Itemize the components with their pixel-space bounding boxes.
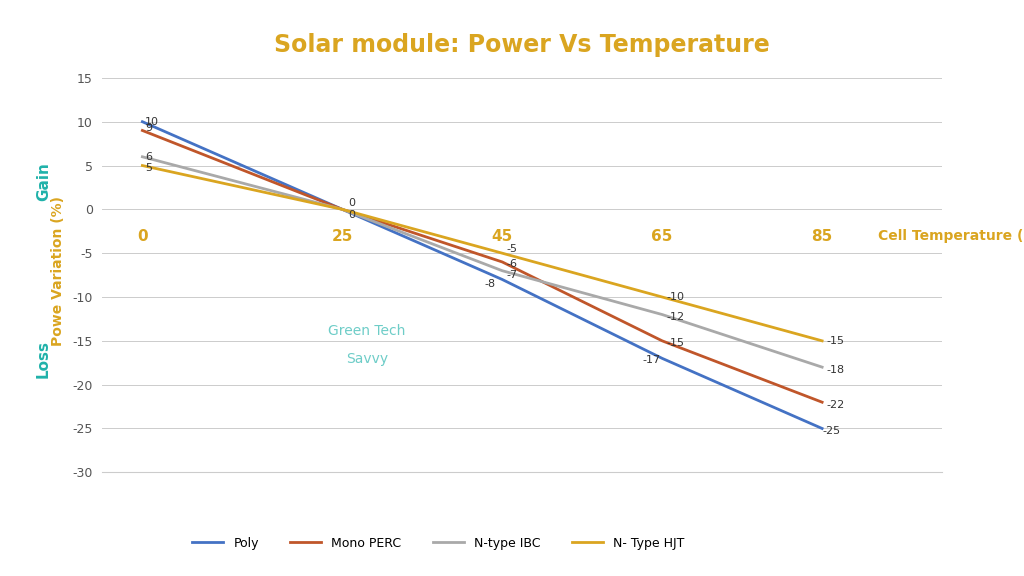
Line: N- Type HJT: N- Type HJT (142, 165, 822, 341)
N- Type HJT (816, 338, 828, 344)
Text: Savvy: Savvy (346, 353, 388, 366)
Text: 25: 25 (332, 229, 353, 244)
Text: 45: 45 (492, 229, 513, 244)
Line: Mono PERC: Mono PERC (142, 131, 822, 402)
Mono PERC (496, 259, 508, 266)
Text: -8: -8 (484, 279, 496, 289)
Mono PERC (336, 206, 348, 213)
N- Type HJT (336, 206, 348, 213)
Text: -7: -7 (506, 270, 517, 280)
Mono PERC (816, 399, 828, 406)
Poly (816, 425, 828, 432)
Mono PERC (656, 338, 669, 344)
Text: -25: -25 (822, 426, 841, 436)
Text: 65: 65 (651, 229, 673, 244)
Text: 9: 9 (144, 123, 152, 133)
Legend: Poly, Mono PERC, N-type IBC, N- Type HJT: Poly, Mono PERC, N-type IBC, N- Type HJT (187, 532, 689, 555)
Text: 0: 0 (349, 210, 355, 221)
Poly (136, 118, 148, 125)
Text: -22: -22 (826, 400, 845, 410)
N-type IBC (816, 363, 828, 370)
Poly (496, 276, 508, 283)
N-type IBC (656, 311, 669, 318)
Text: 5: 5 (144, 163, 152, 173)
N- Type HJT (496, 250, 508, 257)
Line: N-type IBC: N-type IBC (142, 157, 822, 367)
Poly (336, 206, 348, 213)
Text: 85: 85 (811, 229, 833, 244)
Text: 10: 10 (144, 117, 159, 127)
Text: Green Tech: Green Tech (329, 324, 406, 338)
Text: Cell Temperature (°C): Cell Temperature (°C) (879, 229, 1024, 242)
Text: 0: 0 (137, 229, 147, 244)
N-type IBC (136, 153, 148, 160)
Text: Gain: Gain (36, 162, 51, 202)
N-type IBC (496, 267, 508, 274)
Text: -10: -10 (667, 292, 684, 302)
Text: -12: -12 (667, 312, 684, 322)
Text: -15: -15 (826, 336, 844, 346)
N- Type HJT (656, 294, 669, 301)
N-type IBC (336, 206, 348, 213)
Text: Loss: Loss (36, 340, 51, 378)
Line: Poly: Poly (142, 122, 822, 429)
Title: Solar module: Power Vs Temperature: Solar module: Power Vs Temperature (274, 33, 770, 58)
N- Type HJT (136, 162, 148, 169)
Text: 0: 0 (349, 198, 355, 209)
Poly (656, 355, 669, 362)
Text: -5: -5 (506, 244, 517, 254)
Text: -18: -18 (826, 365, 844, 375)
Mono PERC (136, 127, 148, 134)
Text: -6: -6 (506, 259, 517, 269)
Text: 6: 6 (144, 151, 152, 162)
Text: -15: -15 (667, 339, 684, 348)
Y-axis label: Powe Variation (%): Powe Variation (%) (51, 196, 66, 346)
Text: -17: -17 (642, 355, 660, 365)
